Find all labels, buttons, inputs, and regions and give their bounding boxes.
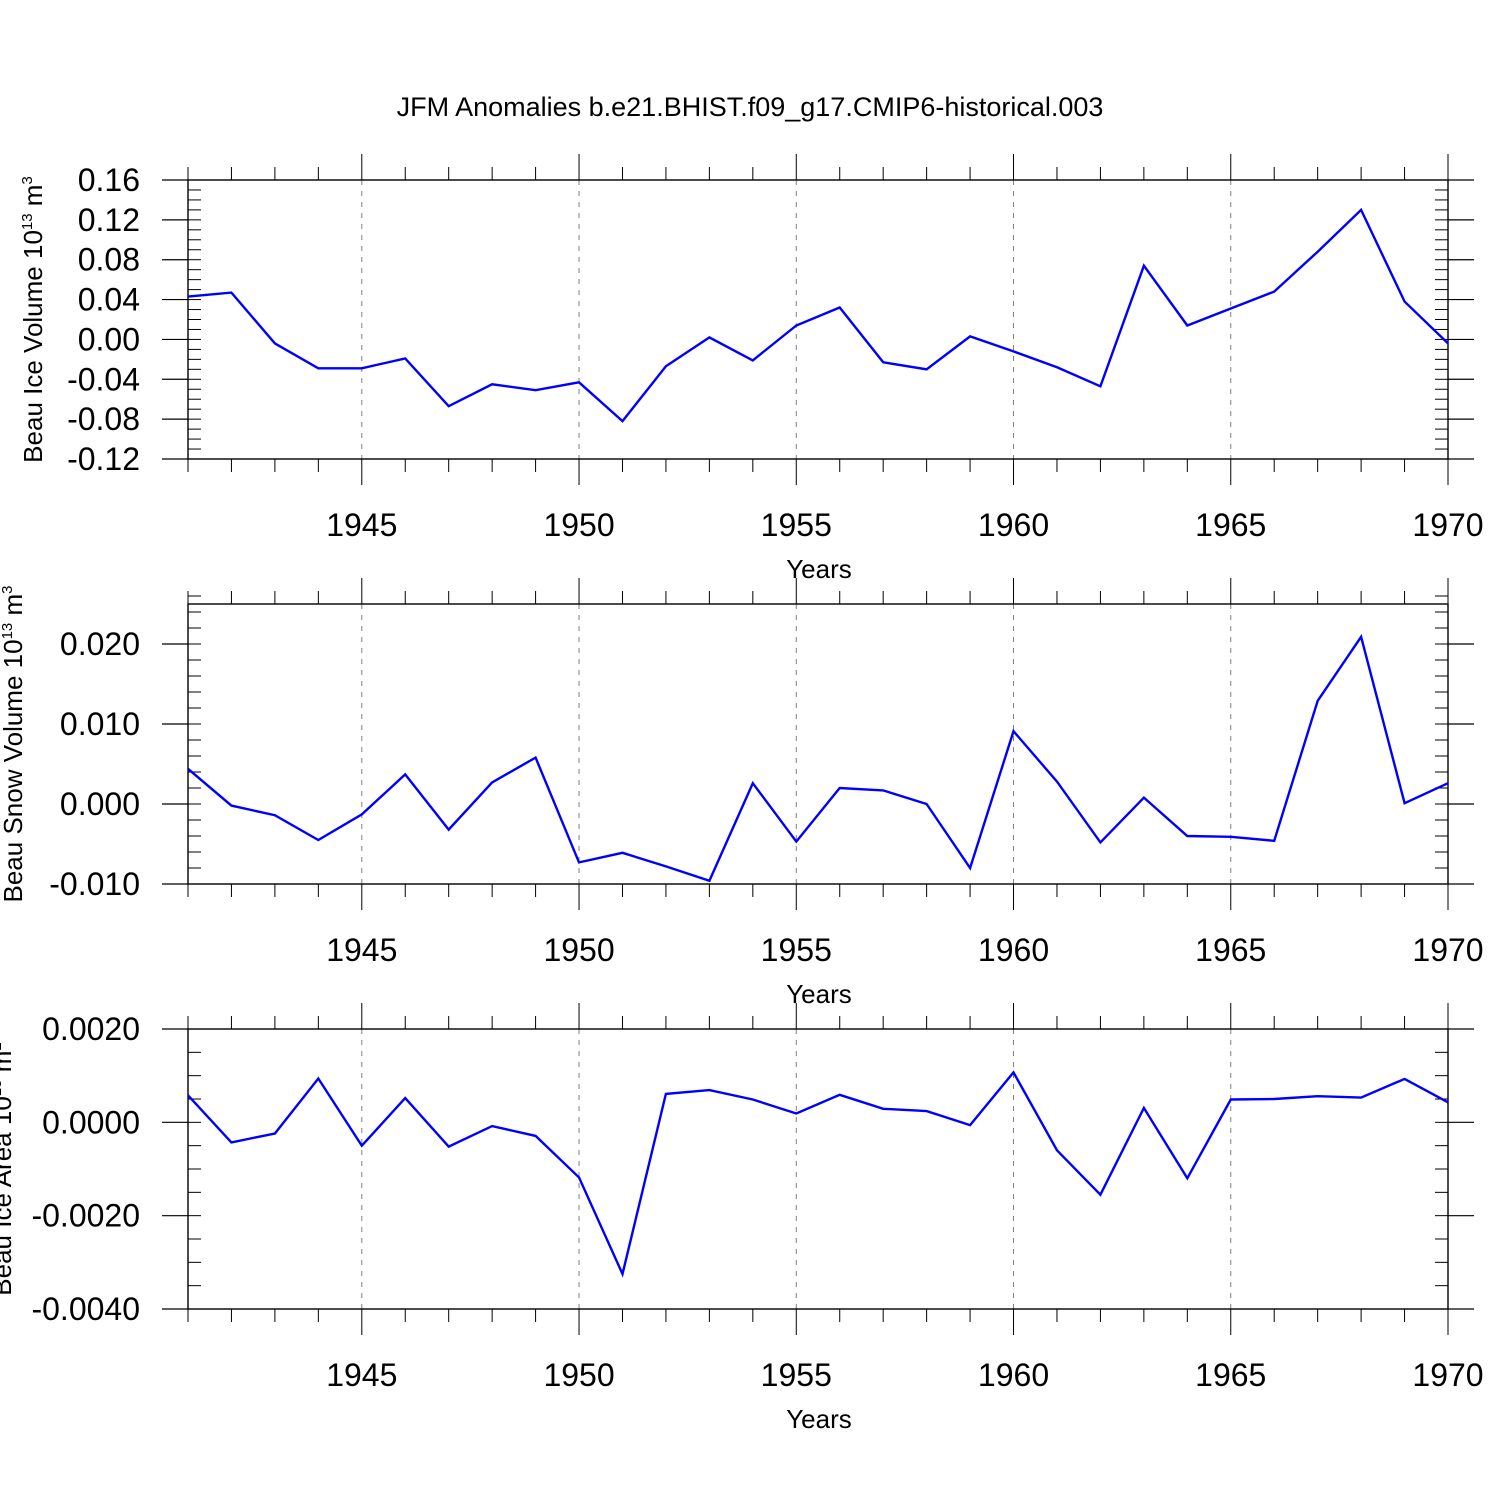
y-tick-label: 0.16 <box>78 162 140 198</box>
y-tick-label: 0.020 <box>60 626 140 662</box>
series-line <box>187 207 1449 423</box>
x-tick-label: 1965 <box>1195 1357 1266 1393</box>
y-axis-title-unit-exponent: 2 <box>0 1042 5 1050</box>
y-tick-label: -0.0040 <box>31 1291 140 1327</box>
y-axis-title-main: Beau Snow Volume 10 <box>0 639 28 902</box>
x-tick-label: 1965 <box>1195 932 1266 968</box>
x-tick-label: 1950 <box>543 1357 614 1393</box>
x-tick-label: 1950 <box>543 507 614 543</box>
y-axis-title-unit-exponent: 3 <box>0 586 16 594</box>
series-line <box>187 1070 1449 1278</box>
x-tick-label: 1960 <box>978 932 1049 968</box>
y-tick-label: -0.04 <box>67 361 140 397</box>
y-axis-title-unit: m <box>18 185 48 214</box>
y-tick-label: -0.08 <box>67 401 140 437</box>
y-axis-title-exponent: 13 <box>0 623 16 640</box>
y-axis-title-exponent: 13 <box>0 1080 5 1097</box>
x-tick-label: 1970 <box>1412 507 1483 543</box>
x-axis-title: Years <box>786 1404 852 1434</box>
x-tick-label: 1970 <box>1412 1357 1483 1393</box>
panel-2: -0.010 0.000 0.010 0.020 1945 1950 1955 1960 196… <box>0 578 1484 1009</box>
x-tick-label: 1945 <box>326 1357 397 1393</box>
y-axis-title-exponent: 13 <box>19 213 36 230</box>
y-tick-label: 0.12 <box>78 202 140 238</box>
y-axis-title-main: Beau Ice Area 10 <box>0 1096 17 1295</box>
y-axis-title-main: Beau Ice Volume 10 <box>18 230 48 463</box>
x-tick-label: 1960 <box>978 1357 1049 1393</box>
x-tick-label: 1945 <box>326 932 397 968</box>
plot-frame <box>187 179 1449 460</box>
y-axis-title-unit: m <box>0 1051 17 1080</box>
panels: -0.12 -0.08 -0.04 0.000.04 0.08 0.12 0.16 1945 1… <box>0 154 1484 1434</box>
y-tick-label: 0.0020 <box>42 1011 140 1047</box>
y-tick-label: 0.0000 <box>42 1104 140 1140</box>
x-tick-label: 1955 <box>761 1357 832 1393</box>
x-tick-label: 1955 <box>761 932 832 968</box>
y-axis-title-unit: m <box>0 594 28 623</box>
y-tick-label: 0.04 <box>78 282 140 318</box>
y-tick-label: 0.08 <box>78 242 140 278</box>
x-axis-title: Years <box>786 554 852 584</box>
y-tick-label: -0.0020 <box>31 1198 140 1234</box>
y-axis-title: Beau Ice Volume 1013 m3 <box>18 176 48 463</box>
y-tick-label: 0.000 <box>60 786 140 822</box>
series-line <box>187 633 1449 883</box>
x-tick-label: 1945 <box>326 507 397 543</box>
x-axis-title: Years <box>786 979 852 1009</box>
x-tick-label: 1955 <box>761 507 832 543</box>
x-tick-label: 1960 <box>978 507 1049 543</box>
x-tick-label: 1970 <box>1412 932 1483 968</box>
panel-1: -0.12 -0.08 -0.04 0.000.04 0.08 0.12 0.16 1945 1… <box>18 154 1484 584</box>
x-tick-label: 1950 <box>543 932 614 968</box>
plot-frame <box>187 603 1449 885</box>
panel-3: -0.0040 -0.0020 0.0000 0.0020 1945 1950 1955 19… <box>0 1003 1484 1434</box>
x-tick-label: 1965 <box>1195 507 1266 543</box>
chart-title: JFM Anomalies b.e21.BHIST.f09_g17.CMIP6-… <box>397 92 1104 122</box>
y-axis-title-unit-exponent: 3 <box>19 176 36 184</box>
y-axis-title: Beau Snow Volume 1013 m3 <box>0 586 28 903</box>
plot-frame <box>187 1028 1449 1310</box>
y-axis-title: Beau Ice Area 1013 m2 <box>0 1042 17 1295</box>
y-tick-label: 0.00 <box>78 321 140 357</box>
y-tick-label: -0.12 <box>67 441 140 477</box>
y-tick-label: 0.010 <box>60 706 140 742</box>
y-tick-label: -0.010 <box>49 866 140 902</box>
